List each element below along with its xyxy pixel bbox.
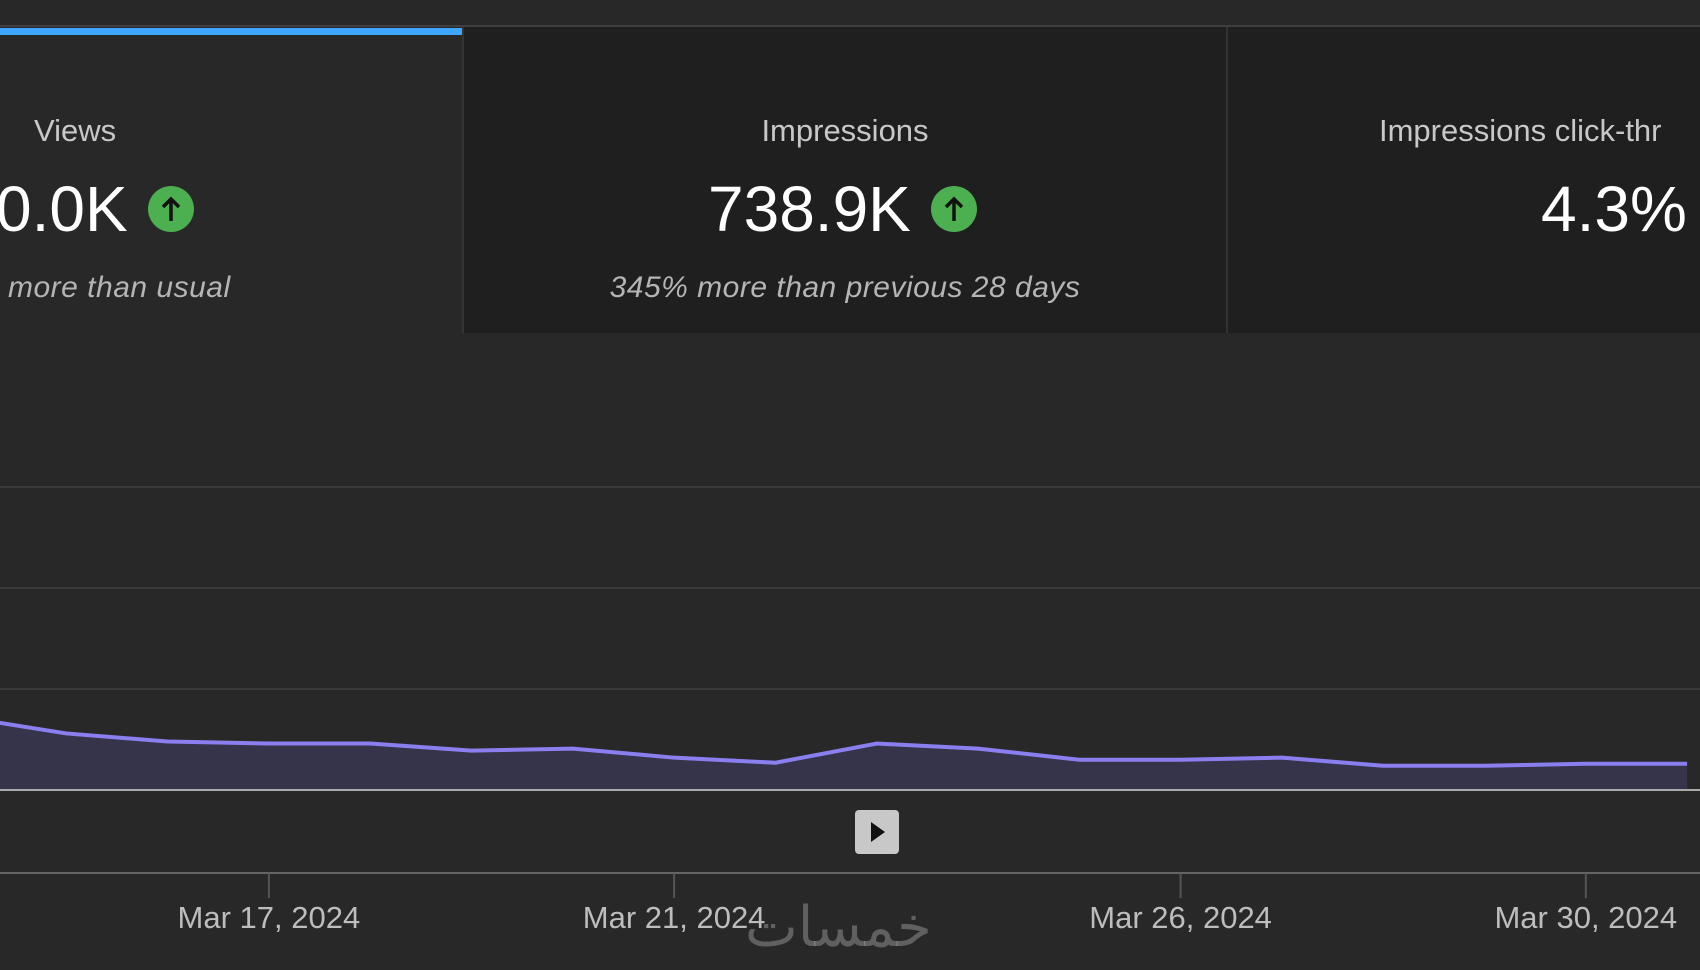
play-icon [871, 822, 885, 842]
value-text: 4.3% [1541, 173, 1687, 245]
card-value: 738.9K [708, 172, 977, 246]
play-button[interactable] [855, 810, 899, 854]
x-tick-label: Mar 26, 2024 [1089, 900, 1272, 935]
card-value: 0.0K [0, 172, 194, 246]
metric-card-views[interactable]: Views 0.0K more than usual [0, 27, 462, 333]
x-tick-label: Mar 17, 2024 [177, 900, 361, 935]
card-divider [462, 27, 464, 333]
value-text: 738.9K [708, 173, 911, 245]
metric-card-impressions[interactable]: Impressions 738.9K 345% more than previo… [464, 27, 1226, 333]
top-divider [0, 25, 1700, 27]
value-text: 0.0K [0, 173, 128, 245]
card-subtitle: more than usual [8, 271, 231, 304]
card-title: Views [34, 113, 117, 148]
area-fill [0, 722, 1688, 790]
arrow-up-icon [147, 186, 194, 232]
watermark: خمسات [745, 895, 932, 960]
card-divider [1226, 27, 1228, 333]
metric-card-ctr[interactable]: Impressions click-thr 4.3% [1228, 27, 1700, 333]
series-line [0, 720, 1688, 768]
arrow-up-icon [930, 186, 977, 232]
card-value: 4.3% [1541, 172, 1687, 246]
card-subtitle: 345% more than previous 28 days [609, 271, 1081, 304]
x-tick-label: Mar 30, 2024 [1494, 900, 1678, 935]
card-title: Impressions [761, 113, 929, 148]
selected-indicator [0, 28, 462, 35]
card-title: Impressions click-thr [1379, 113, 1662, 148]
x-tick-label: Mar 21, 2024 [582, 900, 766, 935]
